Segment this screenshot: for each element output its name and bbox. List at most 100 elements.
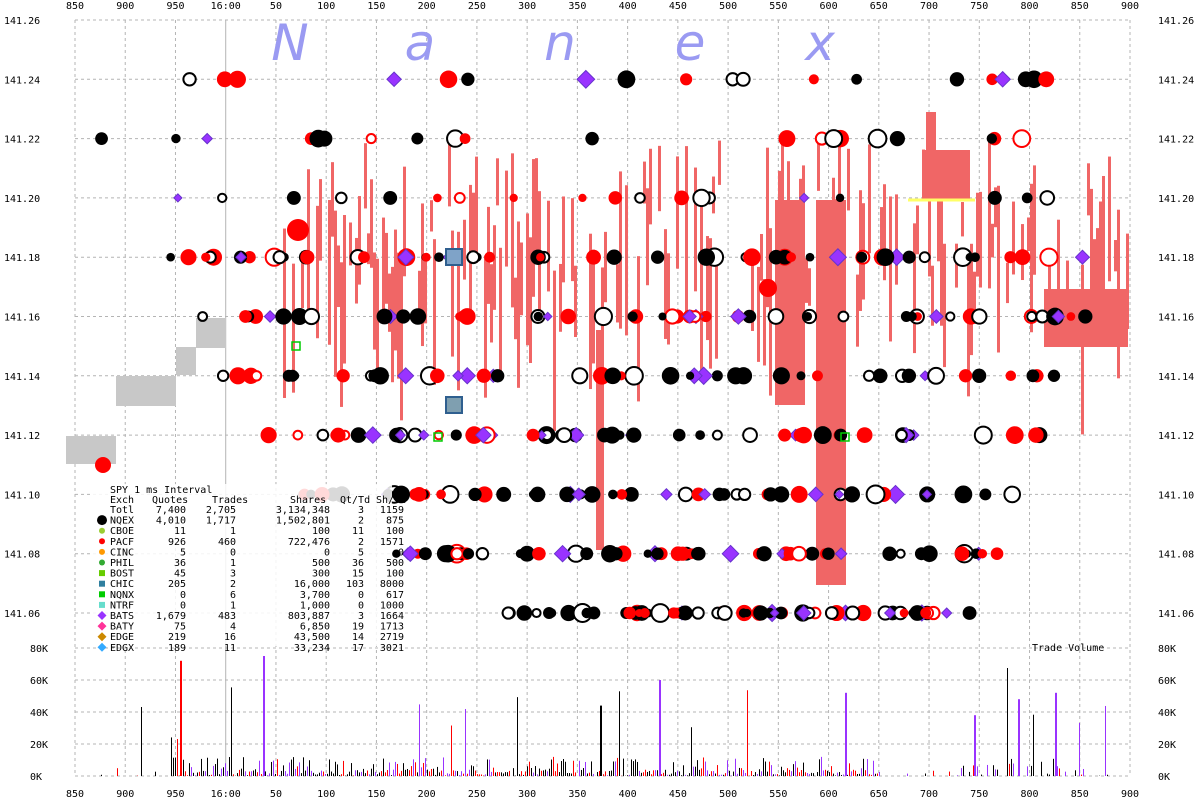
nqex-quote-marker [1003,485,1022,504]
spread-bar [370,179,373,268]
price-tick-label-right: 141.24 [1158,75,1194,86]
volume-bar [645,769,646,776]
volume-bar [875,773,876,776]
volume-bar [795,761,796,776]
legend-quotes: 5 [180,547,186,558]
volume-bar [507,772,508,776]
price-tick-label-left: 141.20 [4,194,40,205]
legend-marker-nqex [97,515,107,526]
volume-bar-peak [659,680,661,776]
spread-bar [403,166,406,277]
volume-bar [469,769,470,776]
pacf-trade-marker [526,428,540,442]
volume-bar [249,771,250,776]
nqex-trade-marker [813,426,832,445]
nqex-trade-marker [805,546,820,561]
legend-trades: 16 [224,632,236,643]
volume-bar-peak [845,692,847,776]
spread-bar [760,233,763,281]
volume-bar [523,774,524,776]
x-tick-label-bottom: 400 [619,789,637,800]
volume-bar [761,771,762,776]
legend-trades: 460 [218,537,236,548]
volume-bar [501,772,502,776]
spread-bar [970,243,973,356]
legend-exch: PHIL [110,558,134,569]
volume-bar [765,761,766,776]
bats-trade-marker [883,606,897,620]
x-tick-label-top: 500 [719,1,737,12]
legend-exch: CHIC [110,579,134,590]
legend-shares: 803,887 [288,611,330,622]
bats-trade-marker [994,70,1012,88]
volume-bar [353,775,354,776]
price-tick-label-left: 141.14 [4,372,40,383]
pacf-quote-marker [292,429,304,441]
nqex-quote-marker [737,487,752,502]
volume-bar [213,765,214,776]
volume-bar [777,774,778,776]
legend-shares: 1,000 [300,600,330,611]
nqex-quote-marker [895,428,908,442]
spread-bar [400,250,403,421]
spread-bar [817,141,820,191]
spread-bar [928,140,931,277]
volume-bar [495,772,496,776]
x-tick-label-bottom: 850 [1071,789,1089,800]
volume-bar [613,761,614,776]
spread-bar [646,188,649,286]
legend-qttd: 0 [358,590,364,601]
volume-bar [677,770,678,776]
volume-bar [879,772,880,776]
pacf-trade-marker [586,249,601,265]
nqex-quote-marker [716,605,733,621]
volume-bar [597,772,598,776]
nqex-trade-marker [392,549,401,558]
nqex-trade-marker [843,486,861,503]
legend-shtd: 1571 [380,537,404,548]
volume-bar [451,725,452,776]
spread-bar [637,256,640,402]
nqex-trade-marker [604,367,622,385]
volume-bar [669,774,670,776]
volume-bar [417,772,418,776]
nqex-trade-marker [528,490,537,499]
volume-bar [987,764,988,776]
nqex-trade-marker [376,308,393,325]
x-tick-label-top: 300 [518,1,536,12]
bats-trade-marker [397,248,415,266]
legend-trades: 1 [230,600,236,611]
volume-bar [141,706,142,776]
nqex-trade-marker [851,73,862,85]
x-tick-label-bottom: 750 [970,789,988,800]
volume-axis-title: Trade Volume [1032,643,1104,654]
volume-bar [415,762,416,776]
volume-bar [531,768,532,776]
legend-shares: 3,700 [300,590,330,601]
nqex-trade-marker [872,368,888,384]
nqex-quote-marker [634,192,646,204]
volume-bar [735,758,736,776]
volume-bar [695,766,696,776]
legend-shtd: 1159 [380,505,404,516]
bats-trade-marker [1074,249,1091,265]
x-tick-label-bottom: 500 [719,789,737,800]
spread-bar [676,156,679,269]
legend-shares: 0 [324,547,330,558]
spread-bar [955,243,958,288]
volume-bar [563,758,564,776]
volume-bar [207,757,208,776]
volume-bar [1027,766,1028,776]
volume-bar [369,774,370,776]
trade-marker [468,487,482,501]
volume-bar [779,775,780,776]
legend-trades: 3 [230,569,236,580]
nqex-trade-marker [371,367,389,385]
volume-bar [183,759,184,776]
price-tick-label-right: 141.08 [1158,550,1194,561]
legend-trades: 1,717 [206,516,236,527]
volume-tick-label-left: 60K [30,676,48,687]
nqex-trade-marker [418,547,432,561]
legend-quotes: 45 [174,569,186,580]
